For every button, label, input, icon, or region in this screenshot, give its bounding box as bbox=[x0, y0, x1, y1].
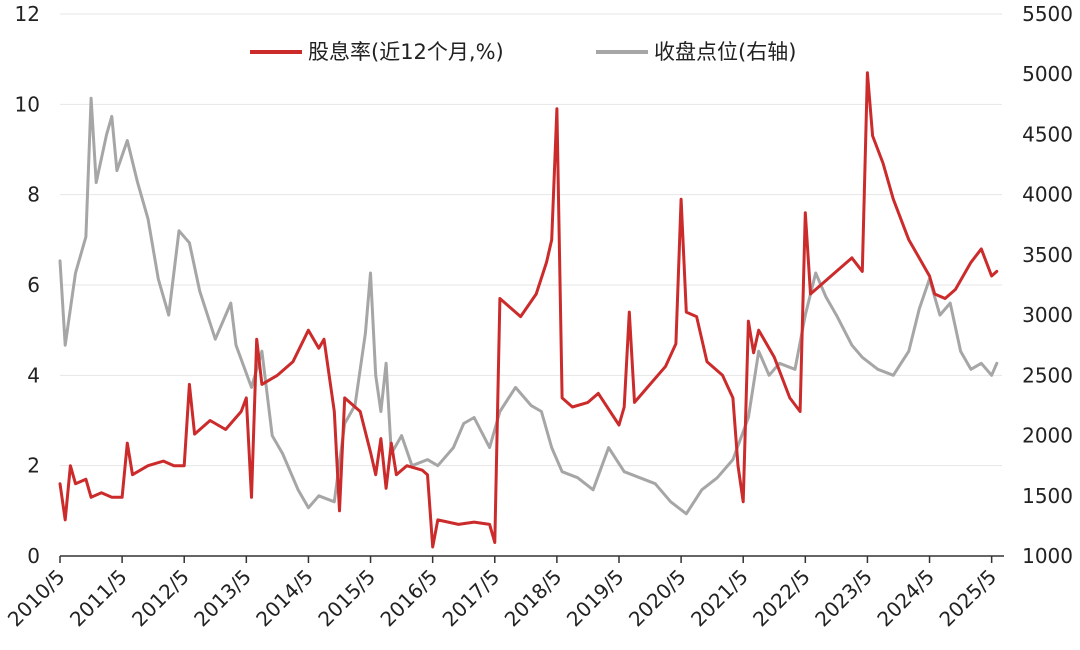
x-tick-label: 2020/5 bbox=[624, 565, 691, 632]
x-tick-label: 2012/5 bbox=[127, 565, 194, 632]
right-tick-label: 5000 bbox=[1022, 62, 1073, 86]
legend-label-dividend: 股息率(近12个月,%) bbox=[308, 40, 504, 64]
x-tick-label: 2010/5 bbox=[3, 565, 70, 632]
right-tick-label: 2500 bbox=[1022, 363, 1073, 387]
right-axis-ticks: 1000 1500 2000 2500 3000 3500 4000 4500 5000 5500 bbox=[1022, 2, 1073, 568]
left-axis-ticks: 0 2 4 6 8 10 12 bbox=[15, 2, 40, 568]
x-tick-label: 2016/5 bbox=[375, 565, 442, 632]
x-tick-label: 2017/5 bbox=[438, 565, 505, 632]
x-tick-label: 2025/5 bbox=[934, 565, 1001, 632]
left-tick-label: 2 bbox=[27, 454, 40, 478]
left-tick-label: 4 bbox=[27, 363, 40, 387]
series-close-price bbox=[58, 96, 999, 516]
right-tick-label: 5500 bbox=[1022, 2, 1073, 26]
x-tick-label: 2013/5 bbox=[189, 565, 256, 632]
x-tick-label: 2015/5 bbox=[313, 565, 380, 632]
x-tick-label: 2021/5 bbox=[686, 565, 753, 632]
x-tick-label: 2018/5 bbox=[500, 565, 567, 632]
x-axis-ticks: 2010/52011/52012/52013/52014/52015/52016… bbox=[3, 556, 1001, 631]
x-tick-label: 2014/5 bbox=[251, 565, 318, 632]
gridlines bbox=[60, 13, 1002, 467]
right-tick-label: 3000 bbox=[1022, 303, 1073, 327]
left-tick-label: 10 bbox=[15, 92, 40, 116]
x-tick-label: 2023/5 bbox=[810, 565, 877, 632]
right-tick-label: 4500 bbox=[1022, 122, 1073, 146]
right-tick-label: 3500 bbox=[1022, 243, 1073, 267]
x-tick-label: 2019/5 bbox=[562, 565, 629, 632]
right-tick-label: 2000 bbox=[1022, 424, 1073, 448]
left-tick-label: 12 bbox=[15, 2, 40, 26]
series-dividend-yield bbox=[58, 71, 999, 549]
right-tick-label: 1000 bbox=[1022, 544, 1073, 568]
x-tick-label: 2011/5 bbox=[65, 565, 132, 632]
right-tick-label: 1500 bbox=[1022, 484, 1073, 508]
left-tick-label: 6 bbox=[27, 273, 40, 297]
close-price-line bbox=[58, 96, 999, 516]
x-tick-label: 2022/5 bbox=[748, 565, 815, 632]
legend: 股息率(近12个月,%) 收盘点位(右轴) bbox=[250, 40, 796, 64]
right-tick-label: 4000 bbox=[1022, 183, 1073, 207]
left-tick-label: 8 bbox=[27, 183, 40, 207]
legend-label-close: 收盘点位(右轴) bbox=[654, 40, 796, 64]
x-tick-label: 2024/5 bbox=[872, 565, 939, 632]
dividend-yield-line bbox=[58, 71, 999, 549]
left-tick-label: 0 bbox=[27, 544, 40, 568]
